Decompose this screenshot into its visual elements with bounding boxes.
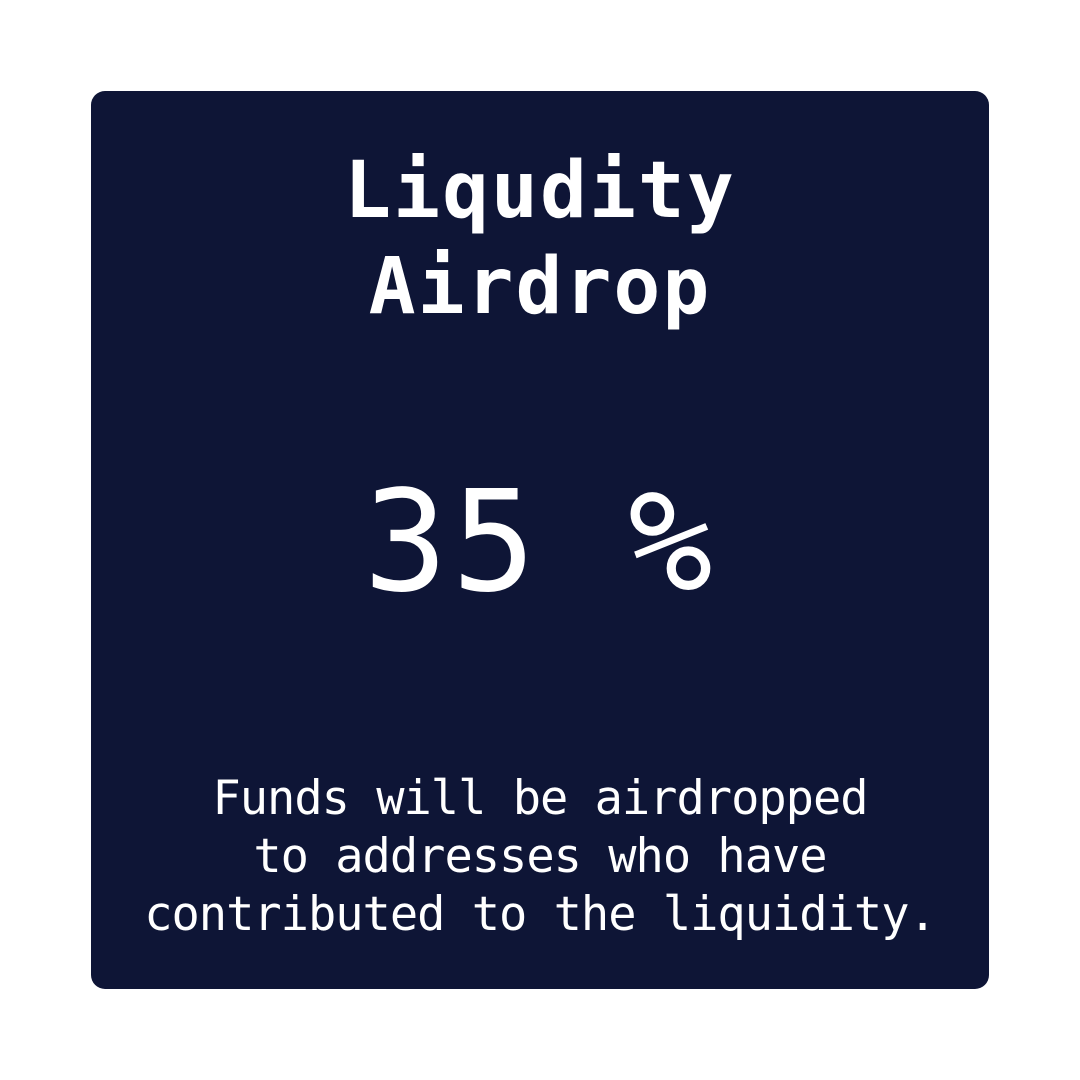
- card-title: Liqudity Airdrop: [91, 143, 989, 335]
- description-line-1: Funds will be airdropped: [212, 771, 868, 826]
- description-line-2: to addresses who have: [253, 829, 827, 884]
- card-title-line-2: Airdrop: [368, 242, 712, 332]
- card-description: Funds will be airdropped to addresses wh…: [131, 770, 949, 944]
- airdrop-card: Liqudity Airdrop 35 % Funds will be aird…: [91, 91, 989, 989]
- card-title-line-1: Liqudity: [344, 146, 736, 236]
- description-line-3: contributed to the liquidity.: [144, 887, 937, 942]
- percentage-value: 35 %: [363, 461, 717, 624]
